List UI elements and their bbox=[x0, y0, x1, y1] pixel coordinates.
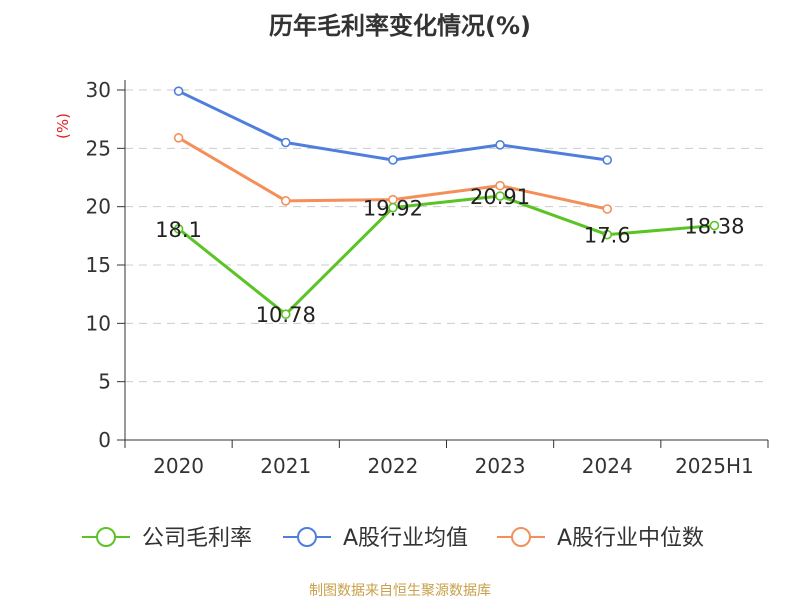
data-point bbox=[602, 229, 613, 240]
legend: 公司毛利率 A股行业均值 A股行业中位数 bbox=[82, 526, 704, 551]
legend-item: 公司毛利率 bbox=[82, 526, 252, 551]
x-tick-label: 2021 bbox=[260, 454, 311, 478]
data-point bbox=[173, 133, 184, 143]
data-point bbox=[709, 220, 720, 231]
legend-item: A股行业中位数 bbox=[497, 526, 704, 551]
y-tick-label: 25 bbox=[86, 136, 111, 160]
series-line bbox=[177, 194, 715, 316]
series bbox=[173, 86, 720, 320]
x-tick-label: 2025H1 bbox=[675, 454, 754, 478]
y-tick-label: 20 bbox=[86, 195, 111, 219]
data-point bbox=[602, 155, 613, 165]
y-tick-label: 5 bbox=[98, 370, 111, 394]
y-tick-label: 15 bbox=[86, 253, 111, 277]
data-point bbox=[388, 202, 398, 213]
data-point bbox=[388, 155, 398, 165]
data-point bbox=[173, 86, 184, 96]
data-point bbox=[280, 137, 291, 148]
y-tick-label: 0 bbox=[98, 428, 111, 452]
chart-title: 历年毛利率变化情况(%) bbox=[269, 12, 531, 40]
data-point bbox=[495, 180, 505, 191]
data-label: 17.6 bbox=[584, 224, 631, 248]
y-tick-label: 10 bbox=[86, 311, 111, 335]
x-tick-label: 2022 bbox=[367, 454, 418, 478]
data-point bbox=[495, 140, 505, 150]
data-labels: 18.1 10.78 19.92 20.91 17.6 18.38 bbox=[155, 185, 744, 327]
legend-item: A股行业均值 bbox=[283, 526, 468, 551]
data-point bbox=[280, 196, 291, 206]
axes: 0 5 10 15 20 25 30 2020 2021 2022 2023 2024 2025H1 bbox=[86, 78, 769, 478]
grid-lines bbox=[125, 89, 768, 383]
legend-marker-icon bbox=[511, 527, 531, 547]
data-point bbox=[495, 191, 505, 201]
data-label: 10.78 bbox=[256, 303, 316, 327]
legend-marker-icon bbox=[297, 527, 317, 547]
x-tick-label: 2020 bbox=[153, 454, 204, 478]
legend-label: A股行业中位数 bbox=[557, 526, 704, 551]
data-point bbox=[602, 204, 613, 214]
x-tick-label: 2023 bbox=[475, 454, 526, 478]
source-note: 制图数据来自恒生聚源数据库 bbox=[309, 583, 491, 599]
data-point bbox=[280, 309, 291, 320]
legend-marker-icon bbox=[96, 527, 116, 547]
y-axis-label: (%) bbox=[54, 113, 72, 139]
data-label: 19.92 bbox=[363, 197, 423, 221]
legend-label: 公司毛利率 bbox=[142, 526, 252, 551]
data-label: 18.38 bbox=[684, 215, 744, 239]
data-label: 20.91 bbox=[470, 185, 530, 209]
x-tick-label: 2024 bbox=[582, 454, 633, 478]
series-line bbox=[177, 89, 608, 162]
y-tick-label: 30 bbox=[86, 78, 111, 102]
data-point bbox=[173, 224, 184, 234]
data-label: 18.1 bbox=[155, 218, 202, 242]
legend-label: A股行业均值 bbox=[343, 526, 468, 551]
